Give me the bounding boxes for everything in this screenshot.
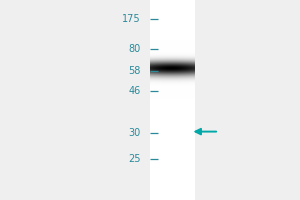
Text: 58: 58 (129, 66, 141, 76)
Text: 30: 30 (129, 128, 141, 138)
Text: 80: 80 (129, 44, 141, 54)
Bar (150, 0, 195, 200)
Text: 175: 175 (122, 14, 141, 24)
Text: 25: 25 (128, 154, 141, 164)
Text: 46: 46 (129, 86, 141, 96)
